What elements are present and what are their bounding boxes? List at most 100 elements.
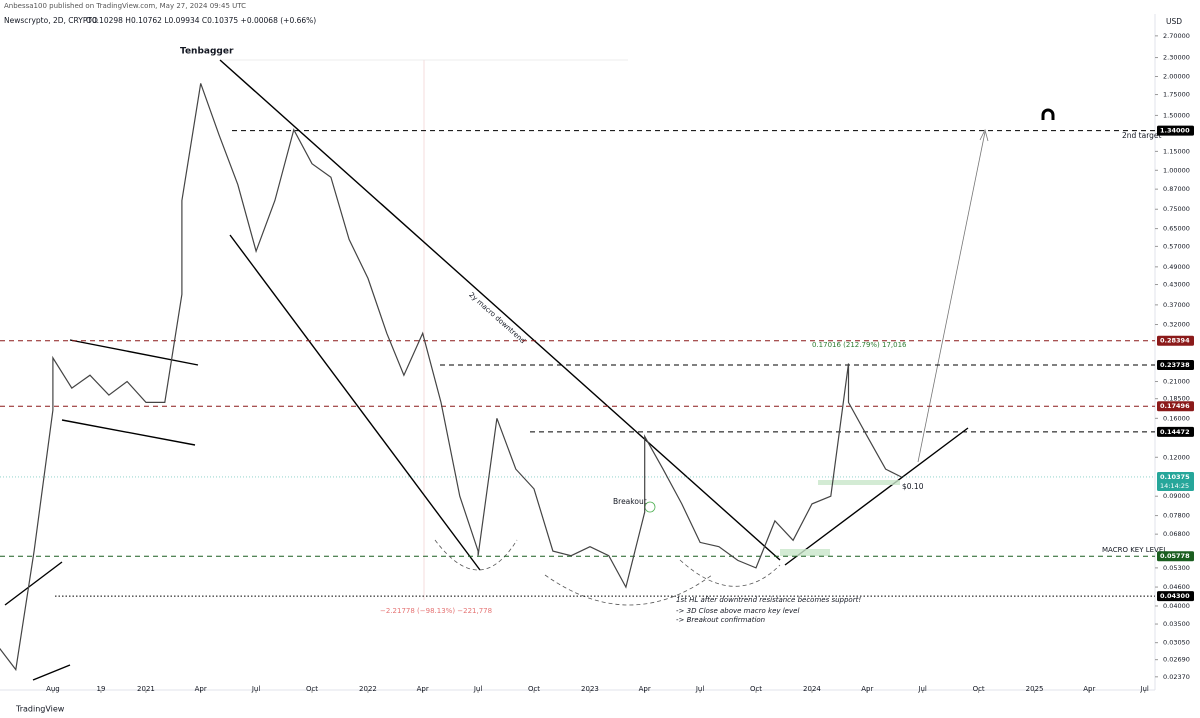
level-label-box <box>1157 426 1194 437</box>
y-tick-label: 0.07800 <box>1163 512 1190 520</box>
y-tick-label: 2.30000 <box>1163 54 1190 62</box>
x-tick-label: Jul <box>1139 685 1149 693</box>
currency: USD <box>1166 17 1182 26</box>
annotation: -> Breakout confirmation <box>676 616 765 624</box>
y-tick-label: 0.04600 <box>1163 583 1190 591</box>
y-tick-label: 0.87000 <box>1163 185 1190 193</box>
level-label-box <box>1157 125 1194 136</box>
y-tick-label: 0.21000 <box>1163 378 1190 386</box>
y-tick-label: 2.70000 <box>1163 32 1190 40</box>
annotation: −2.21778 (−98.13%) −221,778 <box>380 607 492 615</box>
annotation: 0.17016 (212.79%) 17,016 <box>812 341 907 349</box>
symbol: Newscrypto, 2D, CRYPTO <box>4 16 98 25</box>
level-label: 0.28394 <box>1160 337 1190 345</box>
x-tick-label: Oct <box>750 685 762 693</box>
level-label: 0.04300 <box>1160 592 1190 600</box>
annotation: 2nd target <box>1122 131 1162 140</box>
annotation: -> 3D Close above macro key level <box>676 607 799 615</box>
x-tick-label: Apr <box>861 685 873 693</box>
trend-line <box>61 419 196 446</box>
y-tick-label: 1.00000 <box>1163 166 1190 174</box>
price-line <box>0 83 902 672</box>
curve <box>679 559 781 587</box>
y-tick-label: 0.03500 <box>1163 620 1190 628</box>
y-tick-label: 0.02370 <box>1163 673 1190 681</box>
y-tick-label: 0.49000 <box>1163 263 1190 271</box>
zone <box>780 549 830 556</box>
y-tick-label: 0.57000 <box>1163 242 1190 250</box>
x-tick-label: Jul <box>917 685 927 693</box>
x-tick-label: Apr <box>1083 685 1095 693</box>
annotation: $0.10 <box>902 482 924 491</box>
trend-line <box>219 59 781 561</box>
arrow-head <box>979 128 989 142</box>
y-tick-label: 0.12000 <box>1163 453 1190 461</box>
level-label-box <box>1157 335 1194 346</box>
trend-line <box>784 427 969 566</box>
level-label-box <box>1157 551 1194 562</box>
x-tick-label: 2024 <box>803 685 821 693</box>
level-label-box <box>1157 401 1194 412</box>
level-label-box <box>1157 359 1194 370</box>
x-tick-label: Aug <box>46 685 60 693</box>
level-label: 1.34000 <box>1160 127 1190 135</box>
magnet-icon <box>1041 108 1055 120</box>
x-tick-label: Oct <box>528 685 540 693</box>
y-tick-label: 0.09000 <box>1163 492 1190 500</box>
arrow <box>917 131 986 463</box>
x-tick-label: Apr <box>639 685 651 693</box>
y-tick-label: 0.37000 <box>1163 301 1190 309</box>
y-tick-label: 0.04000 <box>1163 602 1190 610</box>
x-tick-label: Jul <box>695 685 705 693</box>
x-tick-label: 19 <box>97 685 106 693</box>
countdown: 14:14:25 <box>1160 482 1189 490</box>
level-label: 0.05778 <box>1160 552 1190 560</box>
y-tick-label: 0.02690 <box>1163 656 1190 664</box>
y-tick-label: 0.05300 <box>1163 564 1190 572</box>
annotation: Tenbagger <box>180 47 234 57</box>
y-tick-label: 0.16000 <box>1163 414 1190 422</box>
y-tick-label: 0.18500 <box>1163 395 1190 403</box>
x-tick-label: 2021 <box>137 685 155 693</box>
x-tick-label: 2025 <box>1026 685 1044 693</box>
curve <box>544 574 713 606</box>
x-tick-label: Apr <box>195 685 207 693</box>
published: Anbessa100 published on TradingView.com,… <box>4 2 246 10</box>
y-tick-label: 0.06800 <box>1163 530 1190 538</box>
trend-line <box>69 339 199 366</box>
x-tick-label: Apr <box>417 685 429 693</box>
level-label: 0.14472 <box>1160 428 1190 436</box>
trend-line <box>4 561 63 606</box>
trend-line <box>32 664 71 681</box>
level-label-box <box>1157 591 1194 602</box>
curve <box>434 539 518 571</box>
x-tick-label: Jul <box>251 685 261 693</box>
x-tick-label: Oct <box>973 685 985 693</box>
zone <box>818 480 900 485</box>
level-label: 0.23738 <box>1160 361 1190 369</box>
y-tick-label: 0.65000 <box>1163 225 1190 233</box>
x-tick-label: 2023 <box>581 685 599 693</box>
y-tick-label: 0.43000 <box>1163 281 1190 289</box>
last-price-box <box>1157 471 1194 491</box>
annotation: Breakout <box>613 497 647 506</box>
y-tick-label: 2.00000 <box>1163 72 1190 80</box>
y-tick-label: 1.50000 <box>1163 111 1190 119</box>
y-tick-label: 0.32000 <box>1163 321 1190 329</box>
trend-line <box>229 234 481 571</box>
annotation: MACRO KEY LEVEL <box>1102 546 1167 554</box>
y-tick-label: 1.75000 <box>1163 91 1190 99</box>
ohlc: O0.10298 H0.10762 L0.09934 C0.10375 +0.0… <box>86 16 316 25</box>
brand: TradingView <box>15 705 65 714</box>
y-tick-label: 0.75000 <box>1163 205 1190 213</box>
y-tick-label: 1.15000 <box>1163 147 1190 155</box>
x-tick-label: Jul <box>473 685 483 693</box>
x-tick-label: Oct <box>306 685 318 693</box>
annotation: 1st HL after downtrend resistance become… <box>676 596 861 604</box>
y-tick-label: 0.03050 <box>1163 639 1190 647</box>
level-label: 0.17496 <box>1160 402 1190 410</box>
x-tick-label: 2022 <box>359 685 377 693</box>
last-price-label: 0.10375 <box>1160 473 1190 481</box>
